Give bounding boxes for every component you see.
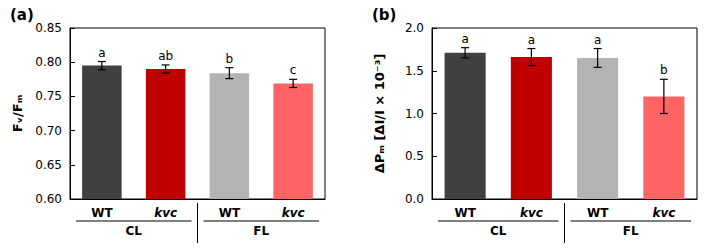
svg-text:WT: WT	[219, 206, 241, 220]
svg-text:a: a	[594, 33, 601, 47]
svg-text:kvc: kvc	[154, 206, 177, 220]
svg-text:0.80: 0.80	[35, 55, 62, 69]
svg-text:2.0: 2.0	[405, 21, 424, 35]
svg-text:a: a	[98, 46, 105, 60]
svg-text:a: a	[528, 33, 535, 47]
svg-text:ab: ab	[158, 49, 173, 63]
svg-text:0.85: 0.85	[35, 21, 62, 35]
svg-text:0.75: 0.75	[35, 89, 62, 103]
svg-text:0.5: 0.5	[405, 149, 424, 163]
svg-text:kvc: kvc	[520, 206, 543, 220]
svg-text:CL: CL	[126, 224, 143, 238]
svg-text:FL: FL	[623, 224, 639, 238]
svg-text:b: b	[660, 63, 668, 77]
svg-text:1.5: 1.5	[405, 64, 424, 78]
svg-text:WT: WT	[91, 206, 113, 220]
svg-text:CL: CL	[490, 224, 507, 238]
svg-text:c: c	[290, 63, 297, 77]
svg-text:Fᵥ/Fₘ: Fᵥ/Fₘ	[10, 95, 25, 133]
svg-text:(b): (b)	[372, 6, 396, 24]
svg-text:0.0: 0.0	[405, 192, 424, 206]
svg-text:FL: FL	[253, 224, 269, 238]
svg-text:0.60: 0.60	[35, 192, 62, 206]
svg-text:kvc: kvc	[282, 206, 305, 220]
svg-text:1.0: 1.0	[405, 107, 424, 121]
svg-text:kvc: kvc	[652, 206, 675, 220]
svg-text:b: b	[226, 52, 234, 66]
svg-text:WT: WT	[587, 206, 609, 220]
svg-text:0.65: 0.65	[35, 158, 62, 172]
svg-text:a: a	[461, 32, 468, 46]
svg-text:0.70: 0.70	[35, 124, 62, 138]
svg-text:(a): (a)	[10, 6, 34, 24]
svg-text:WT: WT	[454, 206, 476, 220]
svg-text:ΔPₘ [ΔI/I × 10⁻³]: ΔPₘ [ΔI/I × 10⁻³]	[372, 54, 387, 174]
